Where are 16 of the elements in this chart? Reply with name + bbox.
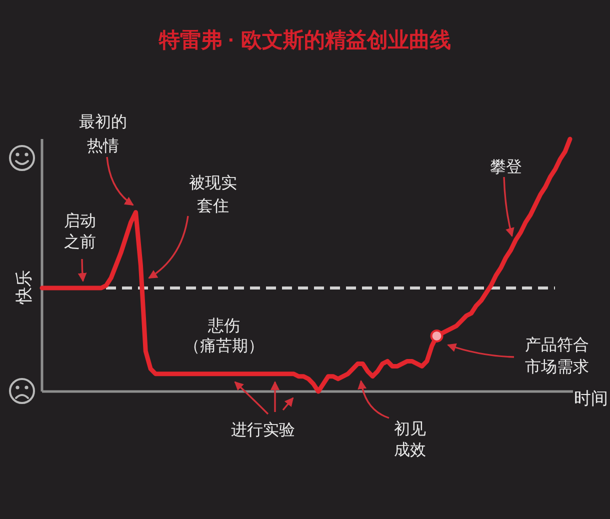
annotation: 最初的热情: [79, 113, 127, 155]
annotation: 攀登: [490, 158, 522, 176]
annotation: 被现实套住: [148, 175, 237, 279]
x-axis-title: 时间: [574, 389, 608, 408]
title: 特雷弗 · 欧文斯的精益创业曲线: [159, 29, 451, 52]
annotation: 初见成效: [358, 380, 426, 459]
annotation: 启动之前: [64, 213, 96, 282]
annotation: 进行实验: [231, 381, 295, 439]
annotation: 最初的热情: [79, 114, 134, 206]
y-axis-title: 快乐: [14, 270, 34, 304]
annotation: 攀登: [490, 159, 522, 237]
annotation: 悲伤（痛苦期）: [184, 318, 264, 355]
annotation: 产品符合市场需求: [525, 336, 589, 376]
annotation: 产品符合市场需求: [447, 337, 589, 376]
annotation: 启动之前: [64, 212, 96, 251]
annotation: 被现实套住: [189, 174, 237, 215]
